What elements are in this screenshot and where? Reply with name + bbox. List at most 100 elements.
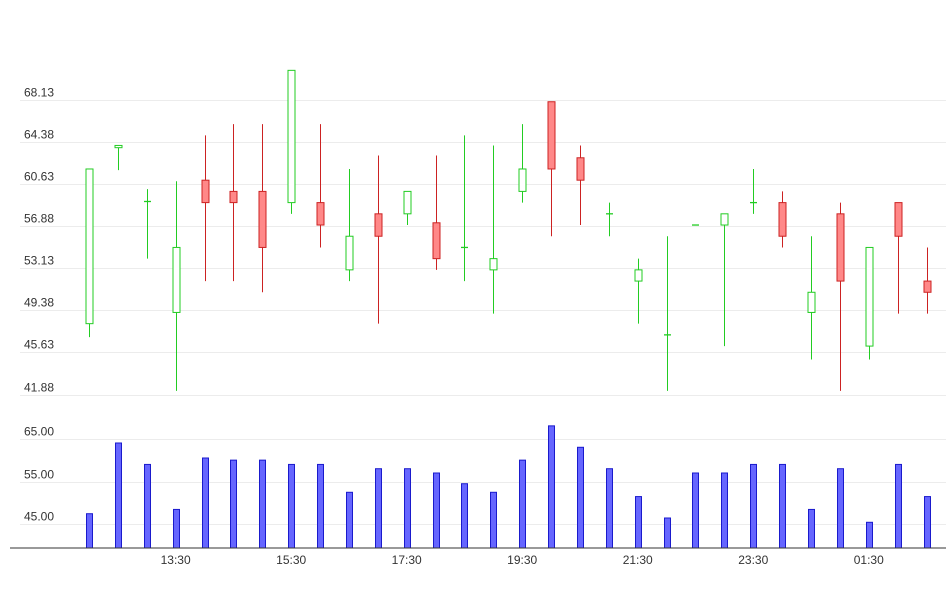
x-tick-label: 23:30 bbox=[738, 553, 768, 567]
candlestick bbox=[664, 236, 671, 391]
candle-body bbox=[345, 235, 354, 271]
volume-bar bbox=[173, 508, 180, 549]
candlestick bbox=[836, 202, 845, 391]
candlestick bbox=[85, 168, 94, 338]
volume-bar bbox=[404, 468, 411, 549]
candlestick bbox=[606, 202, 613, 237]
candlestick bbox=[720, 213, 729, 347]
volume-bar bbox=[433, 472, 440, 549]
volume-bar bbox=[548, 425, 555, 549]
candlestick bbox=[345, 168, 354, 282]
price-y-tick-label: 56.88 bbox=[24, 212, 54, 226]
volume-bar bbox=[924, 496, 931, 549]
price-y-tick-label: 45.63 bbox=[24, 338, 54, 352]
candle-body bbox=[403, 190, 412, 215]
candlestick bbox=[518, 124, 527, 203]
axis-labels: 68.13 64.38 60.63 56.88 53.13 49.38 45.63 41.88… bbox=[24, 86, 884, 568]
x-tick-label: 17:30 bbox=[392, 553, 422, 567]
volume-bar-series bbox=[86, 425, 931, 549]
candlestick bbox=[229, 124, 238, 282]
x-tick-label: 01:30 bbox=[854, 553, 884, 567]
candlestick bbox=[432, 155, 441, 270]
candle-body bbox=[316, 202, 325, 226]
candlestick bbox=[489, 145, 498, 314]
price-y-tick-label: 64.38 bbox=[24, 128, 54, 142]
candlestick bbox=[144, 189, 151, 259]
volume-bar bbox=[606, 468, 613, 549]
candle-body bbox=[489, 258, 498, 271]
candlestick bbox=[576, 145, 585, 226]
candlestick bbox=[201, 135, 210, 282]
candlestick bbox=[923, 247, 932, 314]
candle-body bbox=[836, 213, 845, 282]
volume-bar bbox=[144, 463, 151, 549]
volume-bar bbox=[202, 457, 209, 549]
grid-layer bbox=[20, 100, 946, 525]
candlestick-series bbox=[85, 69, 932, 391]
volume-bar bbox=[461, 483, 468, 549]
candle-body bbox=[807, 291, 816, 313]
volume-y-tick-label: 55.00 bbox=[24, 468, 54, 482]
candlestick bbox=[865, 246, 874, 360]
price-y-tick-label: 49.38 bbox=[24, 296, 54, 310]
candlestick bbox=[287, 69, 296, 214]
candle-body bbox=[374, 213, 383, 237]
volume-bar bbox=[375, 468, 382, 549]
candlestick bbox=[750, 168, 757, 214]
volume-bar bbox=[346, 491, 353, 549]
candle-body bbox=[258, 190, 267, 248]
candlestick bbox=[807, 236, 816, 360]
x-tick-label: 15:30 bbox=[276, 553, 306, 567]
candlestick bbox=[172, 181, 181, 391]
volume-bar bbox=[808, 508, 815, 549]
volume-bar bbox=[664, 517, 671, 549]
candle-body bbox=[85, 168, 94, 325]
candle-body bbox=[865, 246, 874, 347]
volume-bar bbox=[779, 463, 786, 549]
price-y-tick-label: 41.88 bbox=[24, 381, 54, 395]
candlestick bbox=[403, 190, 412, 226]
volume-bar bbox=[895, 463, 902, 549]
volume-y-tick-label: 65.00 bbox=[24, 425, 54, 439]
volume-bar bbox=[837, 468, 844, 549]
volume-bar bbox=[635, 496, 642, 549]
volume-bar bbox=[750, 463, 757, 549]
candlestick bbox=[778, 191, 787, 248]
candlestick bbox=[316, 124, 325, 248]
candlestick bbox=[114, 144, 123, 171]
candle-body bbox=[114, 144, 123, 149]
volume-bar bbox=[259, 459, 266, 549]
candle-body bbox=[432, 222, 441, 260]
volume-bar bbox=[721, 472, 728, 549]
candlestick bbox=[634, 258, 643, 324]
candle-body bbox=[720, 213, 729, 226]
candle-body bbox=[634, 269, 643, 282]
candle-body bbox=[172, 246, 181, 313]
volume-bar bbox=[86, 513, 93, 549]
volume-bar bbox=[230, 459, 237, 549]
volume-bar bbox=[577, 446, 584, 549]
volume-bar bbox=[692, 472, 699, 549]
candle-body bbox=[923, 280, 932, 293]
x-tick-label: 19:30 bbox=[507, 553, 537, 567]
price-y-tick-label: 68.13 bbox=[24, 86, 54, 100]
candle-body bbox=[201, 179, 210, 204]
candlestick bbox=[461, 135, 468, 282]
volume-bar bbox=[490, 491, 497, 549]
candlestick bbox=[258, 124, 267, 293]
x-tick-label: 21:30 bbox=[623, 553, 653, 567]
volume-bar bbox=[317, 463, 324, 549]
candle-body bbox=[778, 202, 787, 237]
candlestick bbox=[894, 202, 903, 314]
candle-body bbox=[287, 69, 296, 204]
candle-body bbox=[576, 157, 585, 181]
volume-bar bbox=[519, 459, 526, 549]
volume-bar bbox=[115, 442, 122, 549]
volume-y-tick-label: 45.00 bbox=[24, 510, 54, 524]
candle-body bbox=[518, 168, 527, 192]
candle-body bbox=[894, 202, 903, 237]
candle-body bbox=[229, 190, 238, 204]
price-y-tick-label: 60.63 bbox=[24, 170, 54, 184]
volume-bar bbox=[866, 521, 873, 549]
